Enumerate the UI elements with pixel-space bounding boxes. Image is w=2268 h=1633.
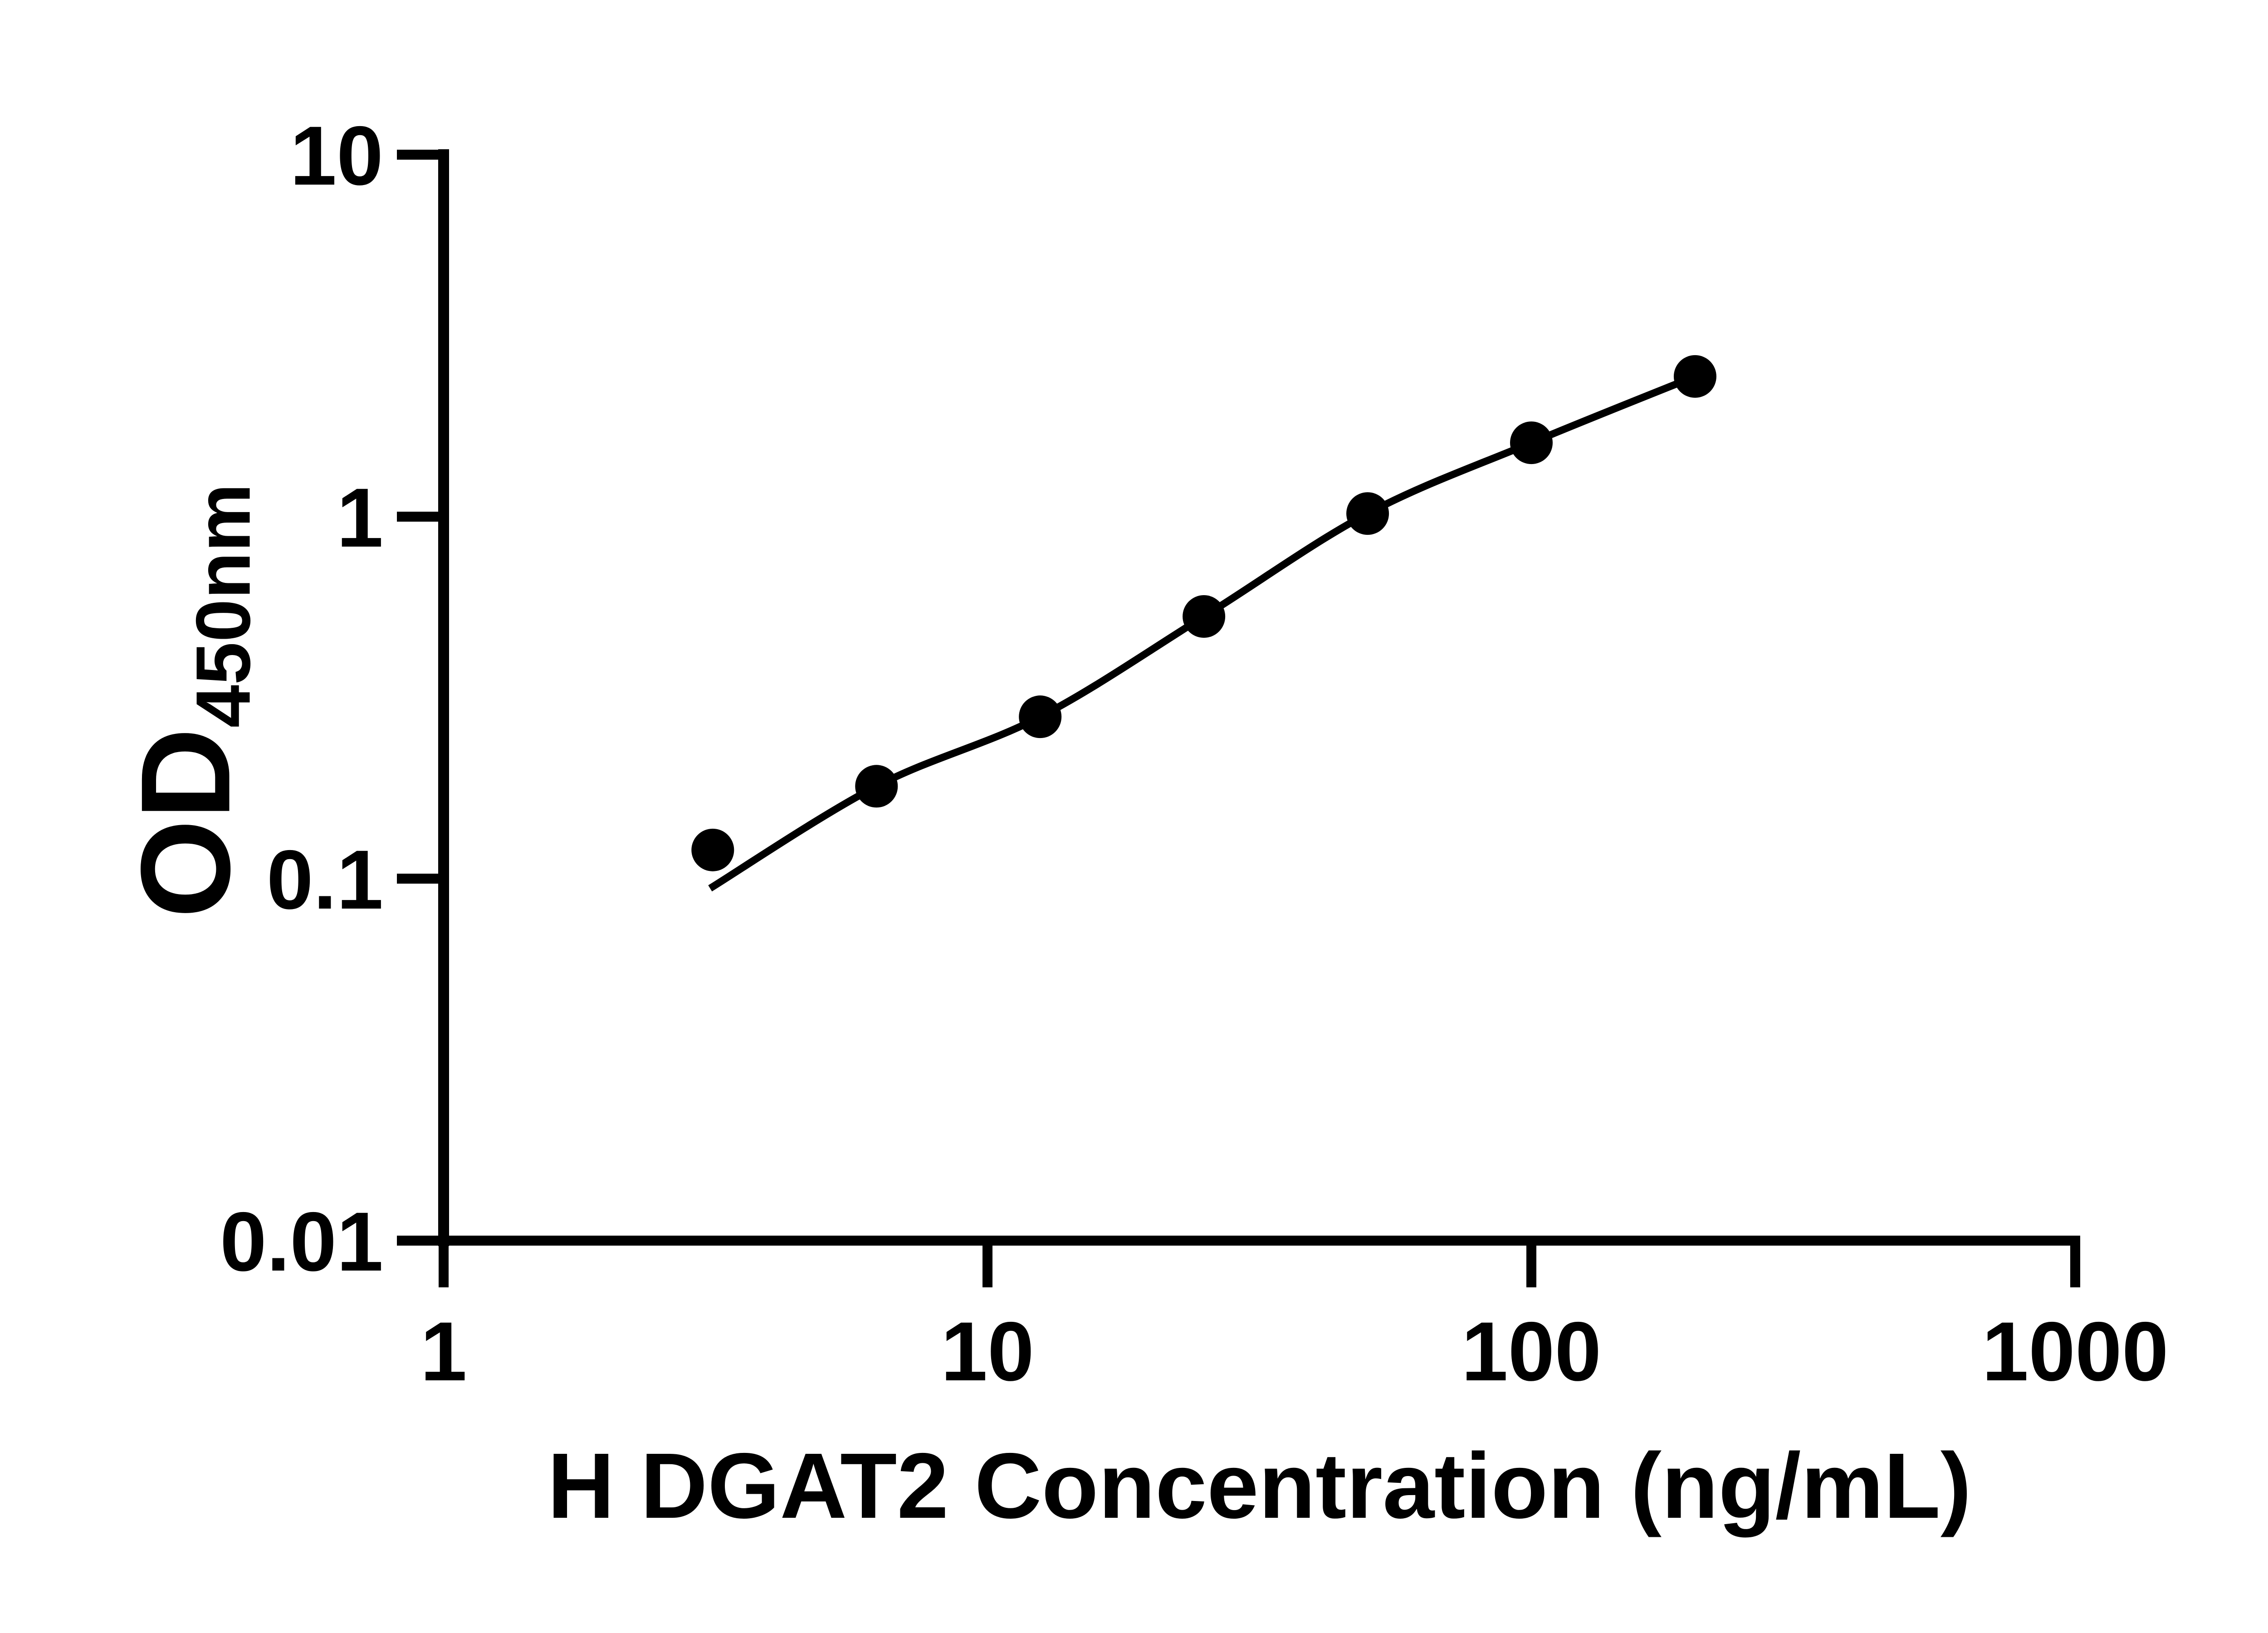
y-tick-label-10: 10 bbox=[290, 109, 383, 203]
y-axis-title-main: OD bbox=[115, 728, 257, 919]
x-tick-label-10: 10 bbox=[941, 1305, 1034, 1398]
x-tick-label-100: 100 bbox=[1461, 1305, 1602, 1398]
data-point-7 bbox=[1673, 355, 1716, 398]
y-tick-label-0.01: 0.01 bbox=[220, 1195, 383, 1289]
y-axis-title-subscript: 450nm bbox=[180, 483, 267, 728]
data-point-2 bbox=[855, 765, 898, 808]
x-tick-label-1000: 1000 bbox=[1982, 1305, 2169, 1398]
x-axis-title: H DGAT2 Concentration (ng/mL) bbox=[547, 1434, 1972, 1538]
y-tick-label-0.1: 0.1 bbox=[267, 833, 383, 927]
data-point-3 bbox=[1019, 695, 1062, 738]
data-point-6 bbox=[1510, 421, 1553, 464]
data-point-4 bbox=[1183, 595, 1226, 638]
x-tick-label-1: 1 bbox=[420, 1305, 467, 1398]
data-point-1 bbox=[691, 828, 734, 871]
y-axis-title: OD450nm bbox=[113, 484, 268, 919]
y-tick-label-1: 1 bbox=[337, 471, 383, 565]
data-point-5 bbox=[1346, 492, 1389, 535]
